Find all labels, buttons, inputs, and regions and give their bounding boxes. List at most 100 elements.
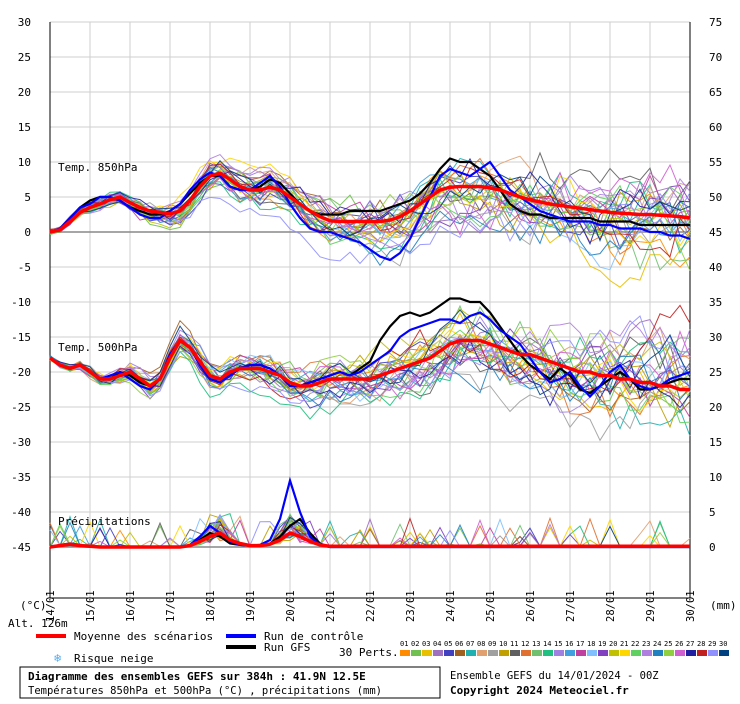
left-axis-unit: (°C) [20,599,47,612]
panel-label-t500: Temp. 500hPa [58,341,137,354]
pert-swatch [642,650,652,656]
x-tick-label: 28/01 [605,590,617,622]
pert-swatch [708,650,718,656]
pert-number: 01 [400,640,408,648]
labels: Temp. 850hPa Temp. 500hPa Précipitations… [8,161,737,630]
y-tick-label-left: 0 [24,226,31,239]
pert-swatch [488,650,498,656]
pert-number: 11 [510,640,518,648]
pert-swatch [598,650,608,656]
y-tick-label-right: 10 [709,471,722,484]
pert-number: 13 [532,640,540,648]
y-tick-label-left: 15 [18,121,31,134]
pert-number: 07 [466,640,474,648]
t500-pert-20 [49,308,691,395]
y-tick-label-right: 35 [709,296,722,309]
pert-swatch [631,650,641,656]
axes: 14/01 15/01 16/01 17/01 18/01 19/01 20/01 21/01… [11,16,722,622]
pert-swatch [422,650,432,656]
right-axis-unit: (mm) [710,599,737,612]
snowflake-icon: ❄ [54,651,61,665]
x-tick-label: 29/01 [645,590,657,622]
pert-swatch [532,650,542,656]
pert-number: 08 [477,640,485,648]
pert-number: 22 [631,640,639,648]
footer: Diagramme des ensembles GEFS sur 384h : … [19,666,659,699]
y-tick-label-left: -30 [11,436,31,449]
t850-control-line [49,160,691,262]
pert-number: 30 [719,640,727,648]
x-tick-label: 15/01 [85,590,97,622]
t500-pert-29 [49,315,691,405]
y-tick-label-right: 40 [709,261,722,274]
pert-swatch [455,650,465,656]
pert-number: 23 [642,640,650,648]
perturbation-legend: 01 02 03 04 05 06 07 08 09 10 11 12 13 14 15 16 17 18 19 20… [400,640,729,656]
y-tick-label-left: -20 [11,366,31,379]
y-tick-label-right: 50 [709,191,722,204]
footer-subtitle: Températures 850hPa et 500hPa (°C) , pré… [28,685,382,697]
x-tick-label: 18/01 [205,590,217,622]
series [48,151,691,549]
pert-number: 06 [455,640,463,648]
pert-number: 09 [488,640,496,648]
pert-number: 05 [444,640,452,648]
legend: Moyenne des scénarios Run de contrôle Ru… [36,630,729,665]
pert-number: 02 [411,640,419,648]
pert-swatch [521,650,531,656]
pert-swatch [565,650,575,656]
pert-swatch [609,650,619,656]
pert-number: 26 [675,640,683,648]
y-tick-label-right: 55 [709,156,722,169]
pert-swatch [587,650,597,656]
x-tick-label: 27/01 [565,590,577,622]
y-tick-label-right: 0 [709,541,716,554]
pert-swatch [554,650,564,656]
y-tick-label-left: -35 [11,471,31,484]
x-tick-label: 22/01 [365,590,377,622]
legend-control-label: Run de contrôle [264,630,363,643]
legend-snow-label: Risque neige [74,652,153,665]
footer-run: Ensemble GEFS du 14/01/2024 - 00Z [450,670,659,682]
pert-swatch [411,650,421,656]
pert-number: 28 [697,640,705,648]
pert-swatch [686,650,696,656]
x-tick-label: 25/01 [485,590,497,622]
legend-perts-label: 30 Perts. [339,646,399,659]
footer-copyright: Copyright 2024 Meteociel.fr [450,684,629,697]
panel-label-t850: Temp. 850hPa [58,161,137,174]
pert-number: 14 [543,640,551,648]
y-tick-label-left: -10 [11,296,31,309]
x-tick-label: 21/01 [325,590,337,622]
t500-pert-27 [49,339,691,409]
t500-pert-24 [49,334,691,408]
pert-swatch [400,650,410,656]
panel-label-precip: Précipitations [58,515,151,528]
t500-mean-line [48,337,690,392]
y-tick-label-left: 25 [18,51,31,64]
pert-number: 15 [554,640,562,648]
y-tick-label-right: 60 [709,121,722,134]
y-tick-label-right: 25 [709,366,722,379]
x-tick-label: 24/01 [445,590,457,622]
pert-swatch [510,650,520,656]
pert-swatch [675,650,685,656]
pert-swatch [466,650,476,656]
t500-pert-14 [49,336,691,420]
pert-swatch [543,650,553,656]
y-tick-label-right: 30 [709,331,722,344]
pert-number: 12 [521,640,529,648]
y-tick-label-left: 5 [24,191,31,204]
y-tick-label-left: -5 [18,261,31,274]
pert-swatch [477,650,487,656]
footer-title-box [19,666,441,699]
x-tick-label: 23/01 [405,590,417,622]
pert-number: 16 [565,640,573,648]
pert-number: 27 [686,640,694,648]
pert-number: 29 [708,640,716,648]
t850-pert-30 [49,159,691,243]
x-tick-label: 16/01 [125,590,137,622]
x-tick-label: 26/01 [525,590,537,622]
x-tick-label: 17/01 [165,590,177,622]
pert-number: 24 [653,640,661,648]
